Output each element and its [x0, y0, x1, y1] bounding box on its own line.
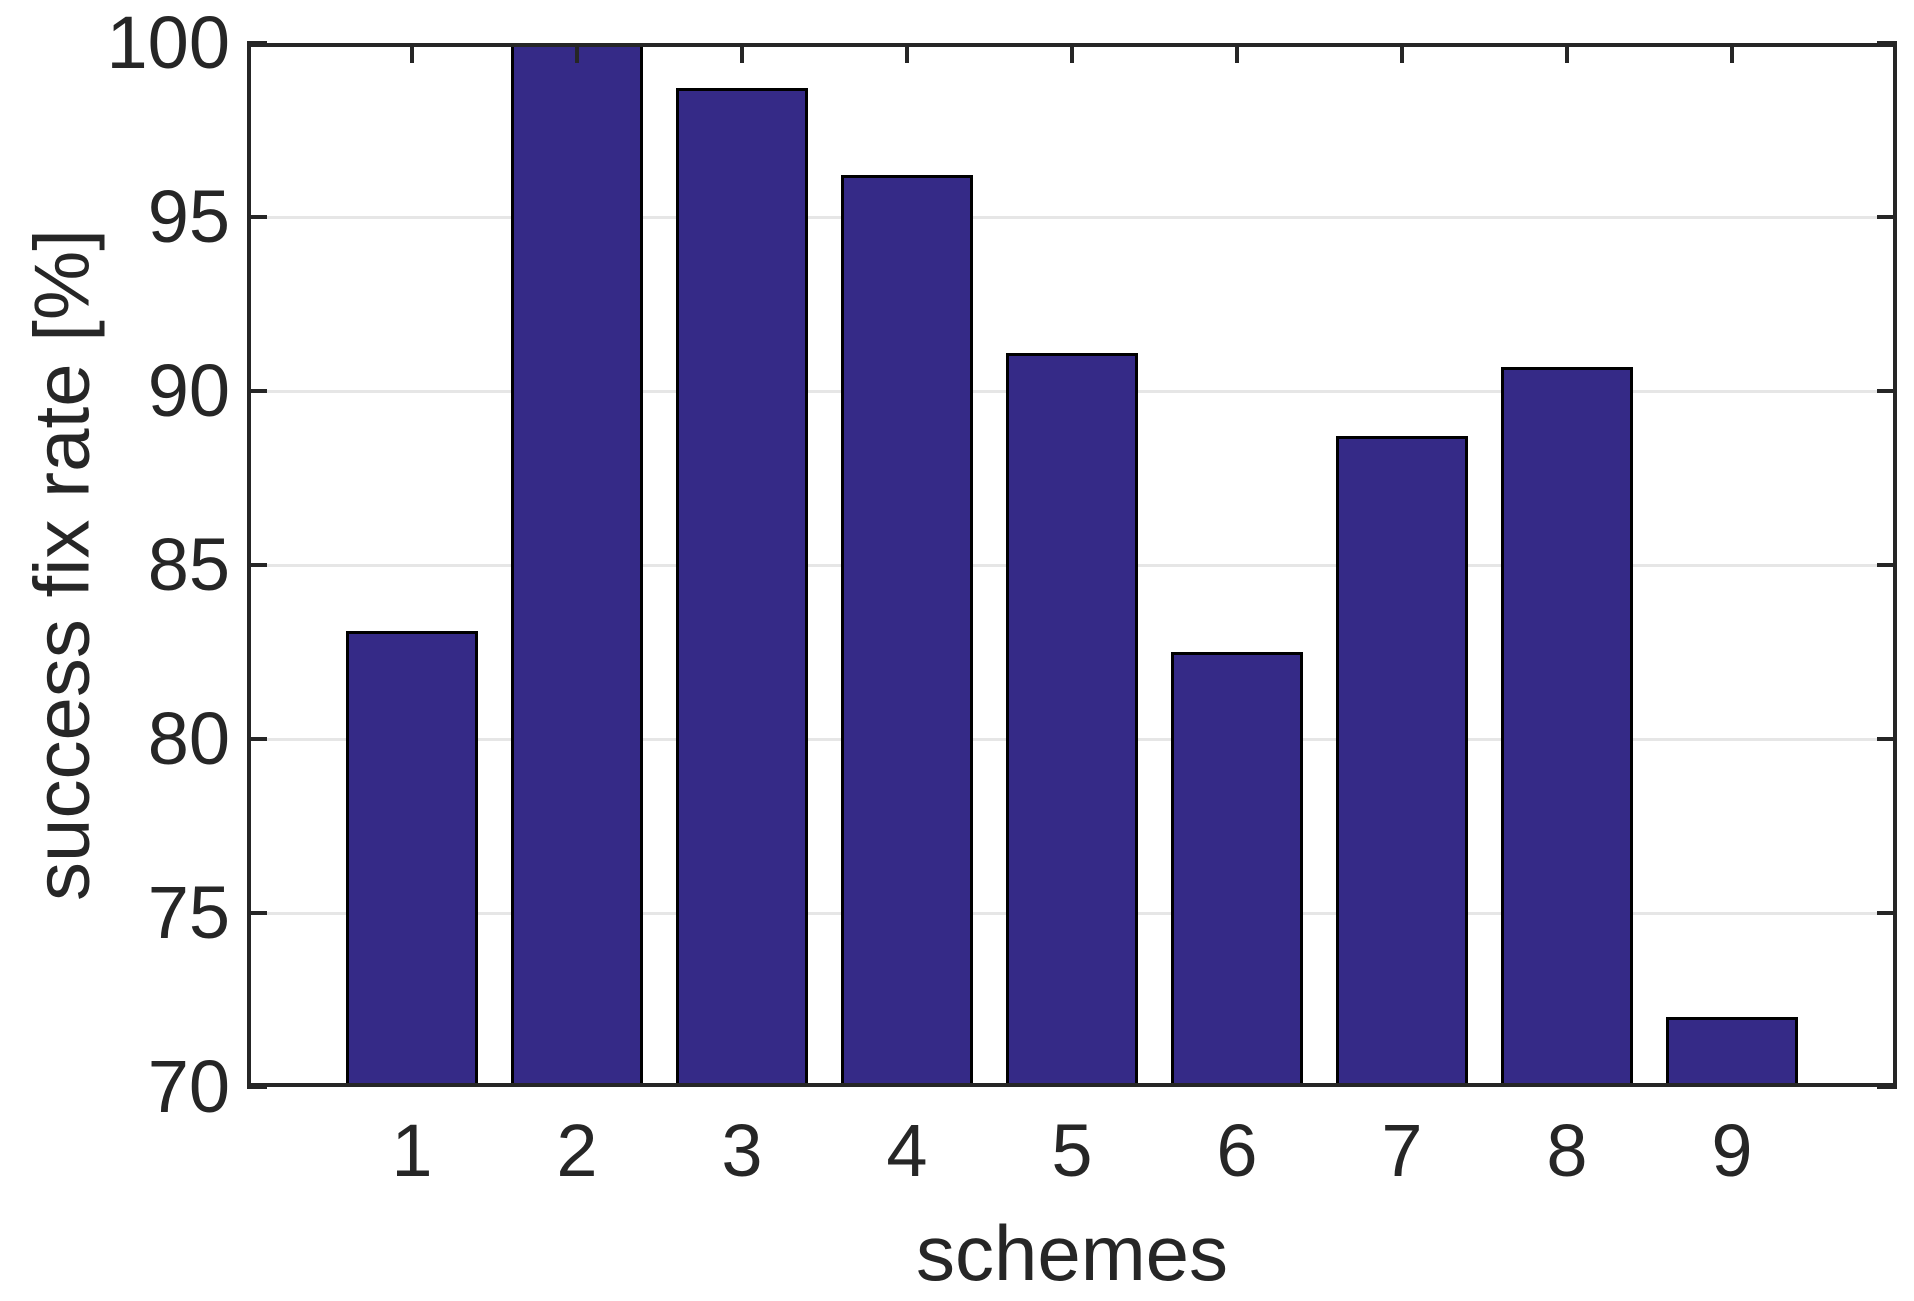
y-tick-mark-left [247, 911, 267, 915]
y-tick-mark-right [1877, 389, 1897, 393]
bar [1171, 652, 1303, 1087]
bar [1006, 352, 1138, 1087]
y-tick-label: 80 [147, 697, 230, 780]
y-tick-mark-left [247, 1085, 267, 1089]
y-tick-mark-right [1877, 1085, 1897, 1089]
x-tick-mark-top [410, 43, 414, 63]
y-tick-mark-left [247, 563, 267, 567]
x-tick-label: 2 [556, 1109, 598, 1192]
x-tick-label: 5 [1051, 1109, 1093, 1192]
bar [676, 88, 808, 1087]
x-tick-label: 4 [886, 1109, 928, 1192]
plot-area [247, 41, 1897, 1089]
y-tick-label: 85 [147, 523, 230, 606]
x-tick-mark-top [1730, 43, 1734, 63]
x-tick-mark-top [1400, 43, 1404, 63]
x-tick-label: 1 [391, 1109, 433, 1192]
y-tick-mark-right [1877, 737, 1897, 741]
y-tick-label: 100 [106, 1, 230, 84]
y-tick-mark-left [247, 41, 267, 45]
y-tick-mark-left [247, 737, 267, 741]
x-tick-label: 8 [1546, 1109, 1588, 1192]
y-tick-mark-left [247, 389, 267, 393]
bar [1501, 366, 1633, 1087]
bar [1666, 1017, 1798, 1087]
y-tick-label: 70 [147, 1045, 230, 1128]
x-tick-mark-top [1565, 43, 1569, 63]
y-tick-mark-right [1877, 215, 1897, 219]
bar [841, 175, 973, 1087]
bar [1336, 436, 1468, 1087]
x-tick-mark-top [1070, 43, 1074, 63]
y-tick-label: 95 [147, 175, 230, 258]
bar [511, 43, 643, 1087]
y-tick-mark-right [1877, 911, 1897, 915]
y-tick-mark-right [1877, 563, 1897, 567]
x-tick-mark-top [740, 43, 744, 63]
x-tick-label: 3 [721, 1109, 763, 1192]
gridline [247, 215, 1897, 219]
y-tick-label: 90 [147, 349, 230, 432]
x-tick-label: 6 [1216, 1109, 1258, 1192]
y-tick-mark-left [247, 215, 267, 219]
y-tick-mark-right [1877, 41, 1897, 45]
bar [346, 631, 478, 1087]
x-tick-mark-top [905, 43, 909, 63]
x-axis-label: schemes [915, 1209, 1229, 1297]
x-tick-mark-top [1235, 43, 1239, 63]
y-tick-label: 75 [147, 871, 230, 954]
x-tick-label: 7 [1381, 1109, 1423, 1192]
x-tick-label: 9 [1711, 1109, 1753, 1192]
x-tick-mark-top [575, 43, 579, 63]
